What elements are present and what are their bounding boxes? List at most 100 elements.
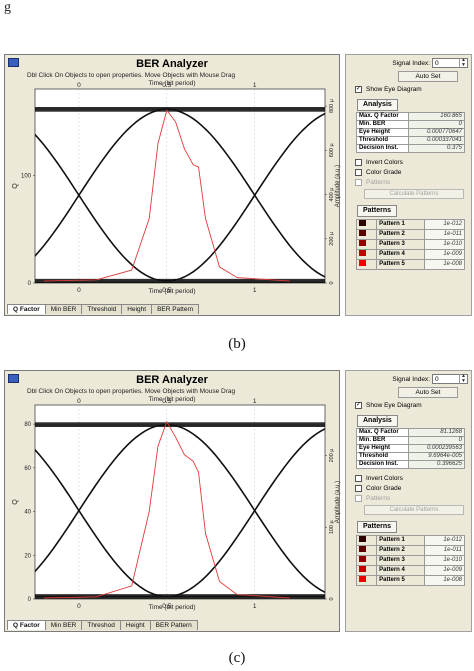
tab-q-factor[interactable]: Q Factor bbox=[7, 620, 46, 630]
tab-height[interactable]: Height bbox=[119, 620, 151, 630]
show-eye-diagram-row[interactable]: ✓ Show Eye Diagram bbox=[355, 402, 422, 409]
table-row: Eye Height 0.000239563 bbox=[356, 444, 465, 453]
color-grade-checkbox[interactable] bbox=[355, 169, 362, 176]
x-tick-label: 1 bbox=[253, 287, 257, 294]
pattern-color-swatch bbox=[359, 220, 366, 226]
metric-value: 0.000770647 bbox=[408, 128, 465, 137]
calculate-patterns-button: Calculate Patterns bbox=[364, 505, 464, 515]
pattern-value: 1e-012 bbox=[424, 219, 465, 230]
eye-diagram-chart[interactable]: 0 0 0.5 0.5 1 1 0 20 40 60 80 Q 0 100 µ 200 µ Amplitude… bbox=[5, 371, 341, 633]
signal-index-input[interactable]: 0 ▲ ▼ bbox=[432, 374, 468, 384]
pattern-swatch-cell bbox=[355, 545, 378, 556]
y-left-tick-label: 0 bbox=[28, 281, 32, 287]
app-icon bbox=[8, 58, 19, 67]
pattern-value: 1e-009 bbox=[424, 565, 465, 576]
pattern-color-swatch bbox=[359, 230, 366, 236]
color-grade-checkbox[interactable] bbox=[355, 485, 362, 492]
pattern-swatch-cell bbox=[355, 219, 378, 230]
eye-falling-edge bbox=[166, 423, 325, 594]
pattern-label: Pattern 2 bbox=[376, 229, 426, 240]
table-row: Decision Inst. 0.375 bbox=[356, 144, 465, 153]
invert-colors-checkbox[interactable] bbox=[355, 475, 362, 482]
x-tick-label: 0 bbox=[77, 603, 81, 610]
q-factor-curve bbox=[43, 420, 290, 599]
pattern-label: Pattern 1 bbox=[376, 535, 426, 546]
table-row: Pattern 3 1e-010 bbox=[355, 555, 465, 566]
y-left-tick-label: 100 bbox=[21, 174, 32, 180]
pattern-color-swatch bbox=[359, 566, 366, 572]
patterns-group-title: Patterns bbox=[357, 521, 398, 533]
pattern-color-swatch bbox=[359, 546, 366, 552]
metric-label: Threshold bbox=[356, 452, 409, 461]
ber-panel-c: BER Analyzer Dbl Click On Objects to ope… bbox=[4, 370, 472, 632]
eye-falling-edge bbox=[35, 448, 167, 598]
patterns-group-title: Patterns bbox=[357, 205, 398, 217]
auto-set-button[interactable]: Auto Set bbox=[398, 71, 458, 82]
tab-min-ber[interactable]: Min BER bbox=[44, 304, 83, 314]
show-eye-diagram-row[interactable]: ✓ Show Eye Diagram bbox=[355, 86, 422, 93]
metric-value: 0.000239563 bbox=[408, 444, 465, 453]
tab-min-ber[interactable]: Min BER bbox=[44, 620, 83, 630]
y-left-axis-label: Q bbox=[12, 183, 19, 189]
show-eye-diagram-checkbox[interactable]: ✓ bbox=[355, 86, 362, 93]
signal-index-input[interactable]: 0 ▲ ▼ bbox=[432, 58, 468, 68]
tab-threshold[interactable]: Threshod bbox=[81, 620, 121, 630]
color-grade-row[interactable]: Color Grade bbox=[355, 485, 401, 492]
pattern-swatch-cell bbox=[355, 249, 378, 260]
invert-colors-row[interactable]: Invert Colors bbox=[355, 159, 403, 166]
analysis-table: Max. Q Factor 81.1268 Min. BER 0 Eye Heigh… bbox=[356, 428, 465, 469]
table-row: Min. BER 0 bbox=[356, 120, 465, 129]
window-hint: Dbl Click On Objects to open properties.… bbox=[27, 72, 236, 79]
y-left-tick-label: 80 bbox=[24, 422, 31, 428]
table-row: Pattern 4 1e-009 bbox=[355, 249, 465, 260]
y-right-tick-label: 200 µ bbox=[329, 448, 335, 463]
x-top-tick-label: 0.5 bbox=[162, 82, 171, 89]
auto-set-button[interactable]: Auto Set bbox=[398, 387, 458, 398]
tab-threshold[interactable]: Threshold bbox=[81, 304, 123, 314]
table-row: Decision Inst. 0.396625 bbox=[356, 460, 465, 469]
table-row: Min. BER 0 bbox=[356, 436, 465, 445]
window-title: BER Analyzer bbox=[136, 374, 208, 386]
y-right-tick-label: 0 bbox=[329, 281, 335, 284]
window-hint: Dbl Click On Objects to open properties.… bbox=[27, 388, 236, 395]
invert-colors-label: Invert Colors bbox=[366, 159, 403, 166]
table-row: Eye Height 0.000770647 bbox=[356, 128, 465, 137]
invert-colors-checkbox[interactable] bbox=[355, 159, 362, 166]
x-tick-label: 0.5 bbox=[162, 603, 171, 610]
metric-label: Eye Height bbox=[356, 444, 409, 453]
settings-sidebar: Signal Index: 0 ▲ ▼ Auto Set ✓ Show Eye D… bbox=[345, 54, 472, 316]
pattern-swatch-cell bbox=[355, 535, 378, 546]
pattern-label: Pattern 4 bbox=[376, 249, 426, 260]
x-tick-label: 0 bbox=[77, 287, 81, 294]
spinner-arrows-icon[interactable]: ▲ ▼ bbox=[459, 373, 466, 384]
metric-value: 81.1268 bbox=[408, 428, 465, 437]
plot-area bbox=[34, 88, 326, 284]
tab-height[interactable]: Height bbox=[121, 304, 153, 314]
y-right-tick-label: 600 µ bbox=[329, 143, 335, 158]
x-top-tick-label: 0 bbox=[77, 82, 81, 89]
pattern-color-swatch bbox=[359, 240, 366, 246]
tab-q-factor[interactable]: Q Factor bbox=[7, 304, 46, 314]
spinner-arrows-icon[interactable]: ▲ ▼ bbox=[459, 57, 466, 68]
tab-ber-pattern[interactable]: BER Pattern bbox=[149, 620, 198, 630]
table-row: Pattern 1 1e-012 bbox=[355, 535, 465, 546]
metric-label: Decision Inst. bbox=[356, 460, 409, 469]
tab-ber-pattern[interactable]: BER Pattern bbox=[151, 304, 200, 314]
table-row: Pattern 2 1e-011 bbox=[355, 545, 465, 556]
table-row: Threshold 0.000337041 bbox=[356, 136, 465, 145]
calculate-patterns-button: Calculate Patterns bbox=[364, 189, 464, 199]
figure-caption-b: (b) bbox=[228, 336, 246, 352]
pattern-value: 1e-010 bbox=[424, 239, 465, 250]
show-eye-diagram-checkbox[interactable]: ✓ bbox=[355, 402, 362, 409]
color-grade-row[interactable]: Color Grade bbox=[355, 169, 401, 176]
metric-label: Threshold bbox=[356, 136, 409, 145]
settings-sidebar: Signal Index: 0 ▲ ▼ Auto Set ✓ Show Eye D… bbox=[345, 370, 472, 632]
table-row: Max. Q Factor 81.1268 bbox=[356, 428, 465, 437]
signal-index-label: Signal Index: bbox=[392, 59, 430, 67]
pattern-swatch-cell bbox=[355, 555, 378, 566]
y-right-tick-label: 400 µ bbox=[329, 187, 335, 202]
invert-colors-row[interactable]: Invert Colors bbox=[355, 475, 403, 482]
pattern-value: 1e-009 bbox=[424, 249, 465, 260]
pattern-label: Pattern 4 bbox=[376, 565, 426, 576]
